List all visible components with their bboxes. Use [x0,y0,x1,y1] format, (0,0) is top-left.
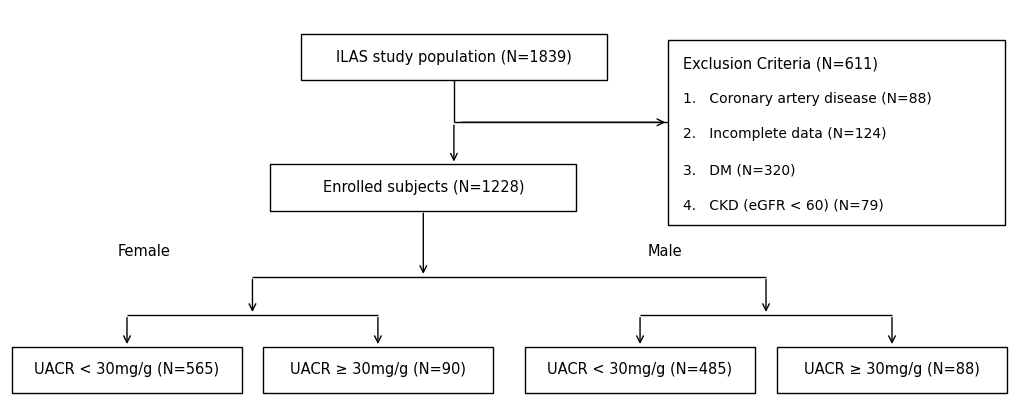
Text: Male: Male [647,244,682,259]
Text: UACR < 30mg/g (N=565): UACR < 30mg/g (N=565) [35,363,219,377]
Bar [776,347,1006,393]
Bar [263,347,492,393]
Text: Enrolled subjects (N=1228): Enrolled subjects (N=1228) [322,180,524,195]
Bar [667,40,1004,225]
Bar [525,347,754,393]
Bar [270,164,576,211]
Bar [12,347,242,393]
Text: 1.   Coronary artery disease (N=88): 1. Coronary artery disease (N=88) [683,92,931,106]
Bar [301,34,606,80]
Text: ILAS study population (N=1839): ILAS study population (N=1839) [335,50,572,65]
Text: Female: Female [117,244,170,259]
Text: 4.   CKD (eGFR < 60) (N=79): 4. CKD (eGFR < 60) (N=79) [683,199,883,213]
Text: 3.   DM (N=320): 3. DM (N=320) [683,163,795,177]
Text: Exclusion Criteria (N=611): Exclusion Criteria (N=611) [683,56,877,71]
Text: 2.   Incomplete data (N=124): 2. Incomplete data (N=124) [683,128,887,142]
Text: UACR ≥ 30mg/g (N=90): UACR ≥ 30mg/g (N=90) [289,363,466,377]
Text: UACR ≥ 30mg/g (N=88): UACR ≥ 30mg/g (N=88) [803,363,979,377]
Text: UACR < 30mg/g (N=485): UACR < 30mg/g (N=485) [547,363,732,377]
